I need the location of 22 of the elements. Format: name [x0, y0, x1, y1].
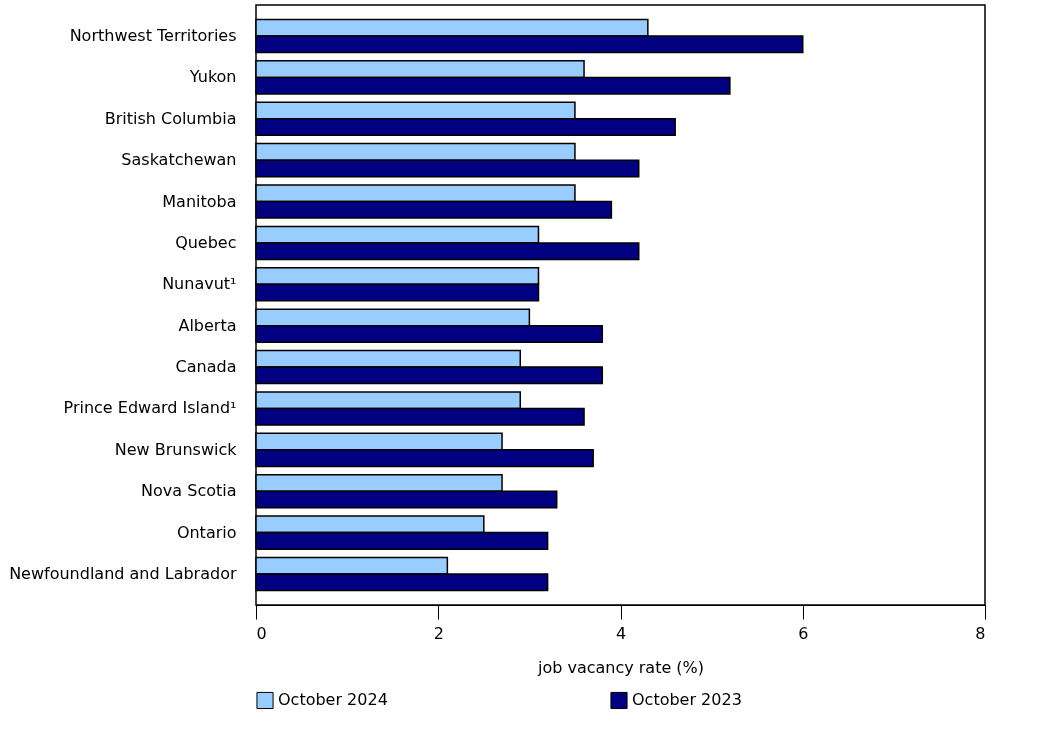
y-tick-label: Northwest Territories	[69, 26, 237, 46]
y-tick-label: New Brunswick	[114, 439, 238, 459]
y-tick-label: Nova Scotia	[141, 481, 237, 501]
y-tick-label: Newfoundland and Labrador	[9, 563, 237, 583]
legend-label: October 2024	[278, 690, 388, 710]
y-tick-label: Yukon	[188, 67, 237, 87]
y-tick-label: Prince Edward Island¹	[63, 398, 237, 418]
y-tick-label: Quebec	[175, 232, 237, 252]
y-tick-label: Saskatchewan	[121, 150, 237, 170]
x-tick-label: 6	[798, 623, 809, 643]
x-tick-label: 2	[433, 623, 444, 643]
x-tick-label: 4	[615, 623, 627, 643]
x-tick-label: 8	[975, 623, 986, 643]
x-tick-label: 0	[256, 623, 267, 643]
y-tick-label: Manitoba	[162, 191, 237, 211]
y-tick-label: British Columbia	[104, 108, 237, 128]
y-tick-label: Nunavut¹	[162, 274, 237, 294]
x-axis-title: job vacancy rate (%)	[536, 657, 705, 677]
y-tick-label: Canada	[175, 357, 237, 377]
y-tick-label: Ontario	[176, 522, 237, 542]
y-tick-label: Alberta	[178, 315, 237, 335]
legend-label: October 2023	[632, 690, 742, 710]
